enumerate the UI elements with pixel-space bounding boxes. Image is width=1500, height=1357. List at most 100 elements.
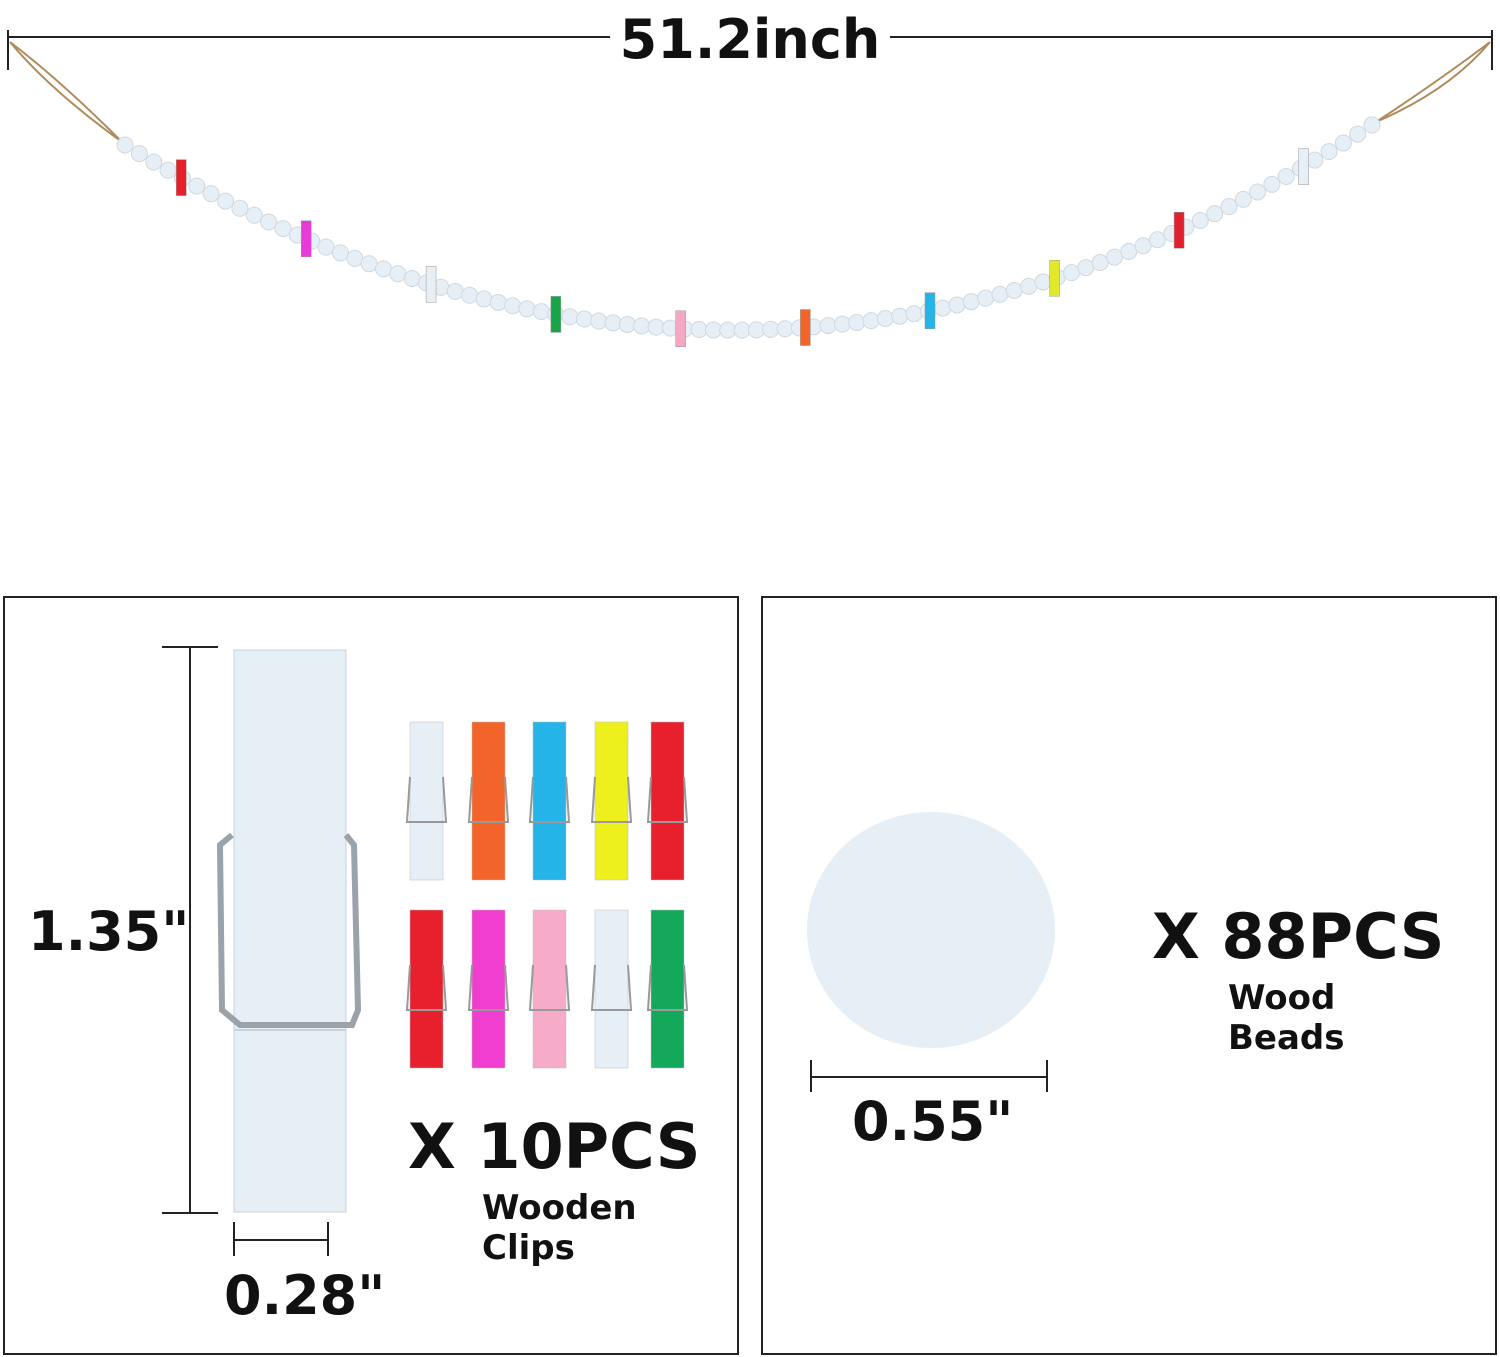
clip-spring xyxy=(590,964,633,1011)
clip-spring xyxy=(405,964,448,1011)
garland-clip xyxy=(675,310,686,347)
bead xyxy=(145,153,163,171)
bead xyxy=(977,289,995,307)
garland-clip xyxy=(175,159,187,196)
bead xyxy=(1277,167,1295,185)
clip-width-label: 0.28" xyxy=(224,1264,386,1327)
clip-spring xyxy=(528,964,571,1011)
bead xyxy=(991,285,1009,303)
bead xyxy=(819,317,837,335)
bead xyxy=(217,192,235,210)
bead xyxy=(360,255,378,273)
small-clip xyxy=(594,721,629,881)
bead xyxy=(1306,151,1324,169)
bead xyxy=(604,314,622,332)
bead xyxy=(1020,277,1038,295)
garland-clip xyxy=(300,220,312,258)
bead xyxy=(260,213,278,231)
hanging-cord xyxy=(9,41,123,143)
bead xyxy=(130,145,148,163)
bead xyxy=(747,321,765,339)
small-clip xyxy=(409,721,444,881)
bead xyxy=(891,307,909,325)
large-bead xyxy=(807,812,1055,1048)
bead xyxy=(948,296,966,314)
bead xyxy=(159,161,177,179)
bead xyxy=(1320,143,1338,161)
bead xyxy=(202,185,220,203)
bead xyxy=(1334,134,1352,152)
small-clip xyxy=(471,721,506,881)
bead xyxy=(1063,264,1081,282)
bead xyxy=(776,320,794,338)
hanging-cord xyxy=(1375,41,1491,123)
garland-clip xyxy=(800,309,811,346)
clip-spring xyxy=(216,832,362,1028)
bead-size-label: 0.55" xyxy=(852,1090,1014,1153)
bead xyxy=(317,238,335,256)
bead xyxy=(403,269,421,287)
small-clip xyxy=(594,909,629,1069)
clip-spring xyxy=(646,776,689,823)
small-clip xyxy=(650,909,685,1069)
bead xyxy=(1220,198,1238,216)
bead xyxy=(188,177,206,195)
bead-name: Wood Beads xyxy=(1228,978,1345,1058)
bead xyxy=(331,244,349,262)
bead xyxy=(518,300,536,318)
clip-count: X 10PCS xyxy=(408,1110,701,1183)
clips-panel xyxy=(3,596,739,1355)
bead xyxy=(618,316,636,334)
clip-spring xyxy=(528,776,571,823)
bead xyxy=(1349,125,1367,143)
bead xyxy=(274,220,292,238)
clip-spring xyxy=(467,964,510,1011)
bead xyxy=(690,321,708,339)
bead xyxy=(862,312,880,330)
bead xyxy=(848,313,866,331)
bead-count: X 88PCS xyxy=(1152,900,1445,973)
clip-name: Wooden Clips xyxy=(482,1188,637,1268)
bead xyxy=(1005,281,1023,299)
bead xyxy=(1148,231,1166,249)
bead xyxy=(962,293,980,311)
clip-spring xyxy=(646,964,689,1011)
bead xyxy=(575,310,593,328)
bead xyxy=(1363,116,1381,134)
beads-panel xyxy=(761,596,1497,1355)
garland-clip xyxy=(425,266,437,303)
small-clip xyxy=(532,909,567,1069)
small-clip xyxy=(650,721,685,881)
bead xyxy=(1091,254,1109,272)
bead xyxy=(346,249,364,267)
bead xyxy=(1263,175,1281,193)
bead xyxy=(374,260,392,278)
bead xyxy=(231,199,249,217)
bead xyxy=(532,303,550,321)
bead xyxy=(475,290,493,308)
bead xyxy=(934,299,952,317)
bead xyxy=(1191,212,1209,230)
small-clip xyxy=(409,909,444,1069)
bead xyxy=(833,315,851,333)
bead xyxy=(1034,273,1052,291)
bead xyxy=(1134,237,1152,255)
bead xyxy=(647,318,665,336)
bead xyxy=(461,286,479,304)
garland-clip xyxy=(1049,260,1060,297)
bead xyxy=(504,297,522,315)
garland-clip xyxy=(550,296,562,333)
small-clip xyxy=(471,909,506,1069)
clip-height-label: 1.35" xyxy=(28,900,190,963)
bead xyxy=(1077,259,1095,277)
bead xyxy=(1120,243,1138,261)
large-clip xyxy=(233,649,347,1213)
bead xyxy=(704,321,722,339)
bead xyxy=(1105,248,1123,266)
bead xyxy=(489,293,507,311)
garland-clip xyxy=(924,292,936,329)
clip-spring xyxy=(590,776,633,823)
bead xyxy=(633,317,651,335)
